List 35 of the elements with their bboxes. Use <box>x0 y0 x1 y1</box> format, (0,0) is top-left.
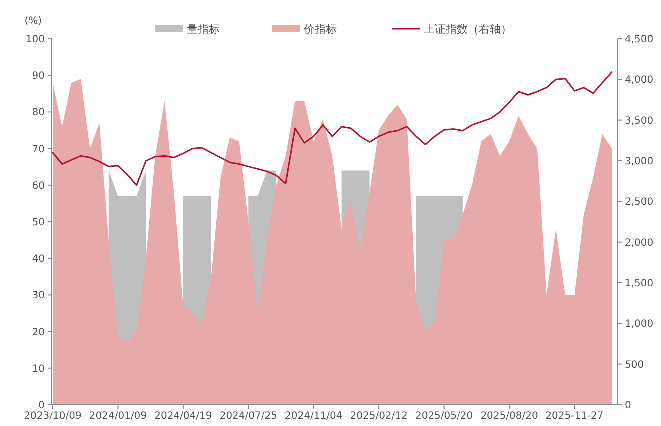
y-tick-label: 20 <box>32 327 45 338</box>
y-axis-title: (%) <box>24 16 42 27</box>
legend-label: 量指标 <box>187 22 220 36</box>
y2-tick-label: 1,000 <box>625 319 654 330</box>
y-tick-label: 50 <box>32 218 45 228</box>
y2-tick-label: 4,000 <box>625 75 654 86</box>
y-tick-label: 80 <box>32 108 45 119</box>
y-tick-label: 60 <box>32 180 45 192</box>
y-tick-label: 30 <box>32 290 45 302</box>
x-tick-label: 2024/01/09 <box>89 411 148 422</box>
line-series <box>52 72 613 186</box>
x-tick-label: 2025-11-27 <box>546 411 604 422</box>
y2-tick-label: 500 <box>625 360 644 371</box>
y2-tick-label: 2,500 <box>625 197 654 208</box>
x-tick-label: 2025/02/12 <box>350 411 408 422</box>
y2-tick-label: 4,500 <box>625 34 654 46</box>
x-tick-label: 2023/10/09 <box>24 411 82 422</box>
x-tick-label: 2025/05/20 <box>415 411 474 422</box>
y2-tick-label: 0 <box>625 400 632 412</box>
x-tick-label: 2024/11/04 <box>285 411 343 422</box>
legend-label: 价指标 <box>303 22 337 36</box>
x-tick-label: 2025/08/20 <box>480 411 538 422</box>
y2-tick-label: 2,000 <box>625 238 654 249</box>
y-tick-label: 100 <box>26 34 45 46</box>
y2-tick-label: 3,500 <box>625 116 654 127</box>
y-tick-label: 0 <box>38 400 45 412</box>
x-tick-label: 2024/07/25 <box>220 411 278 422</box>
y2-tick-label: 3,000 <box>625 156 654 168</box>
legend-label: 上证指数（右轴） <box>424 22 512 36</box>
y-tick-label: 40 <box>32 254 45 266</box>
y2-tick-label: 1,500 <box>625 278 654 290</box>
y-tick-label: 70 <box>32 144 45 156</box>
y-tick-label: 10 <box>32 364 45 375</box>
y-tick-label: 90 <box>32 71 45 82</box>
x-tick-label: 2024/04/19 <box>154 411 212 422</box>
